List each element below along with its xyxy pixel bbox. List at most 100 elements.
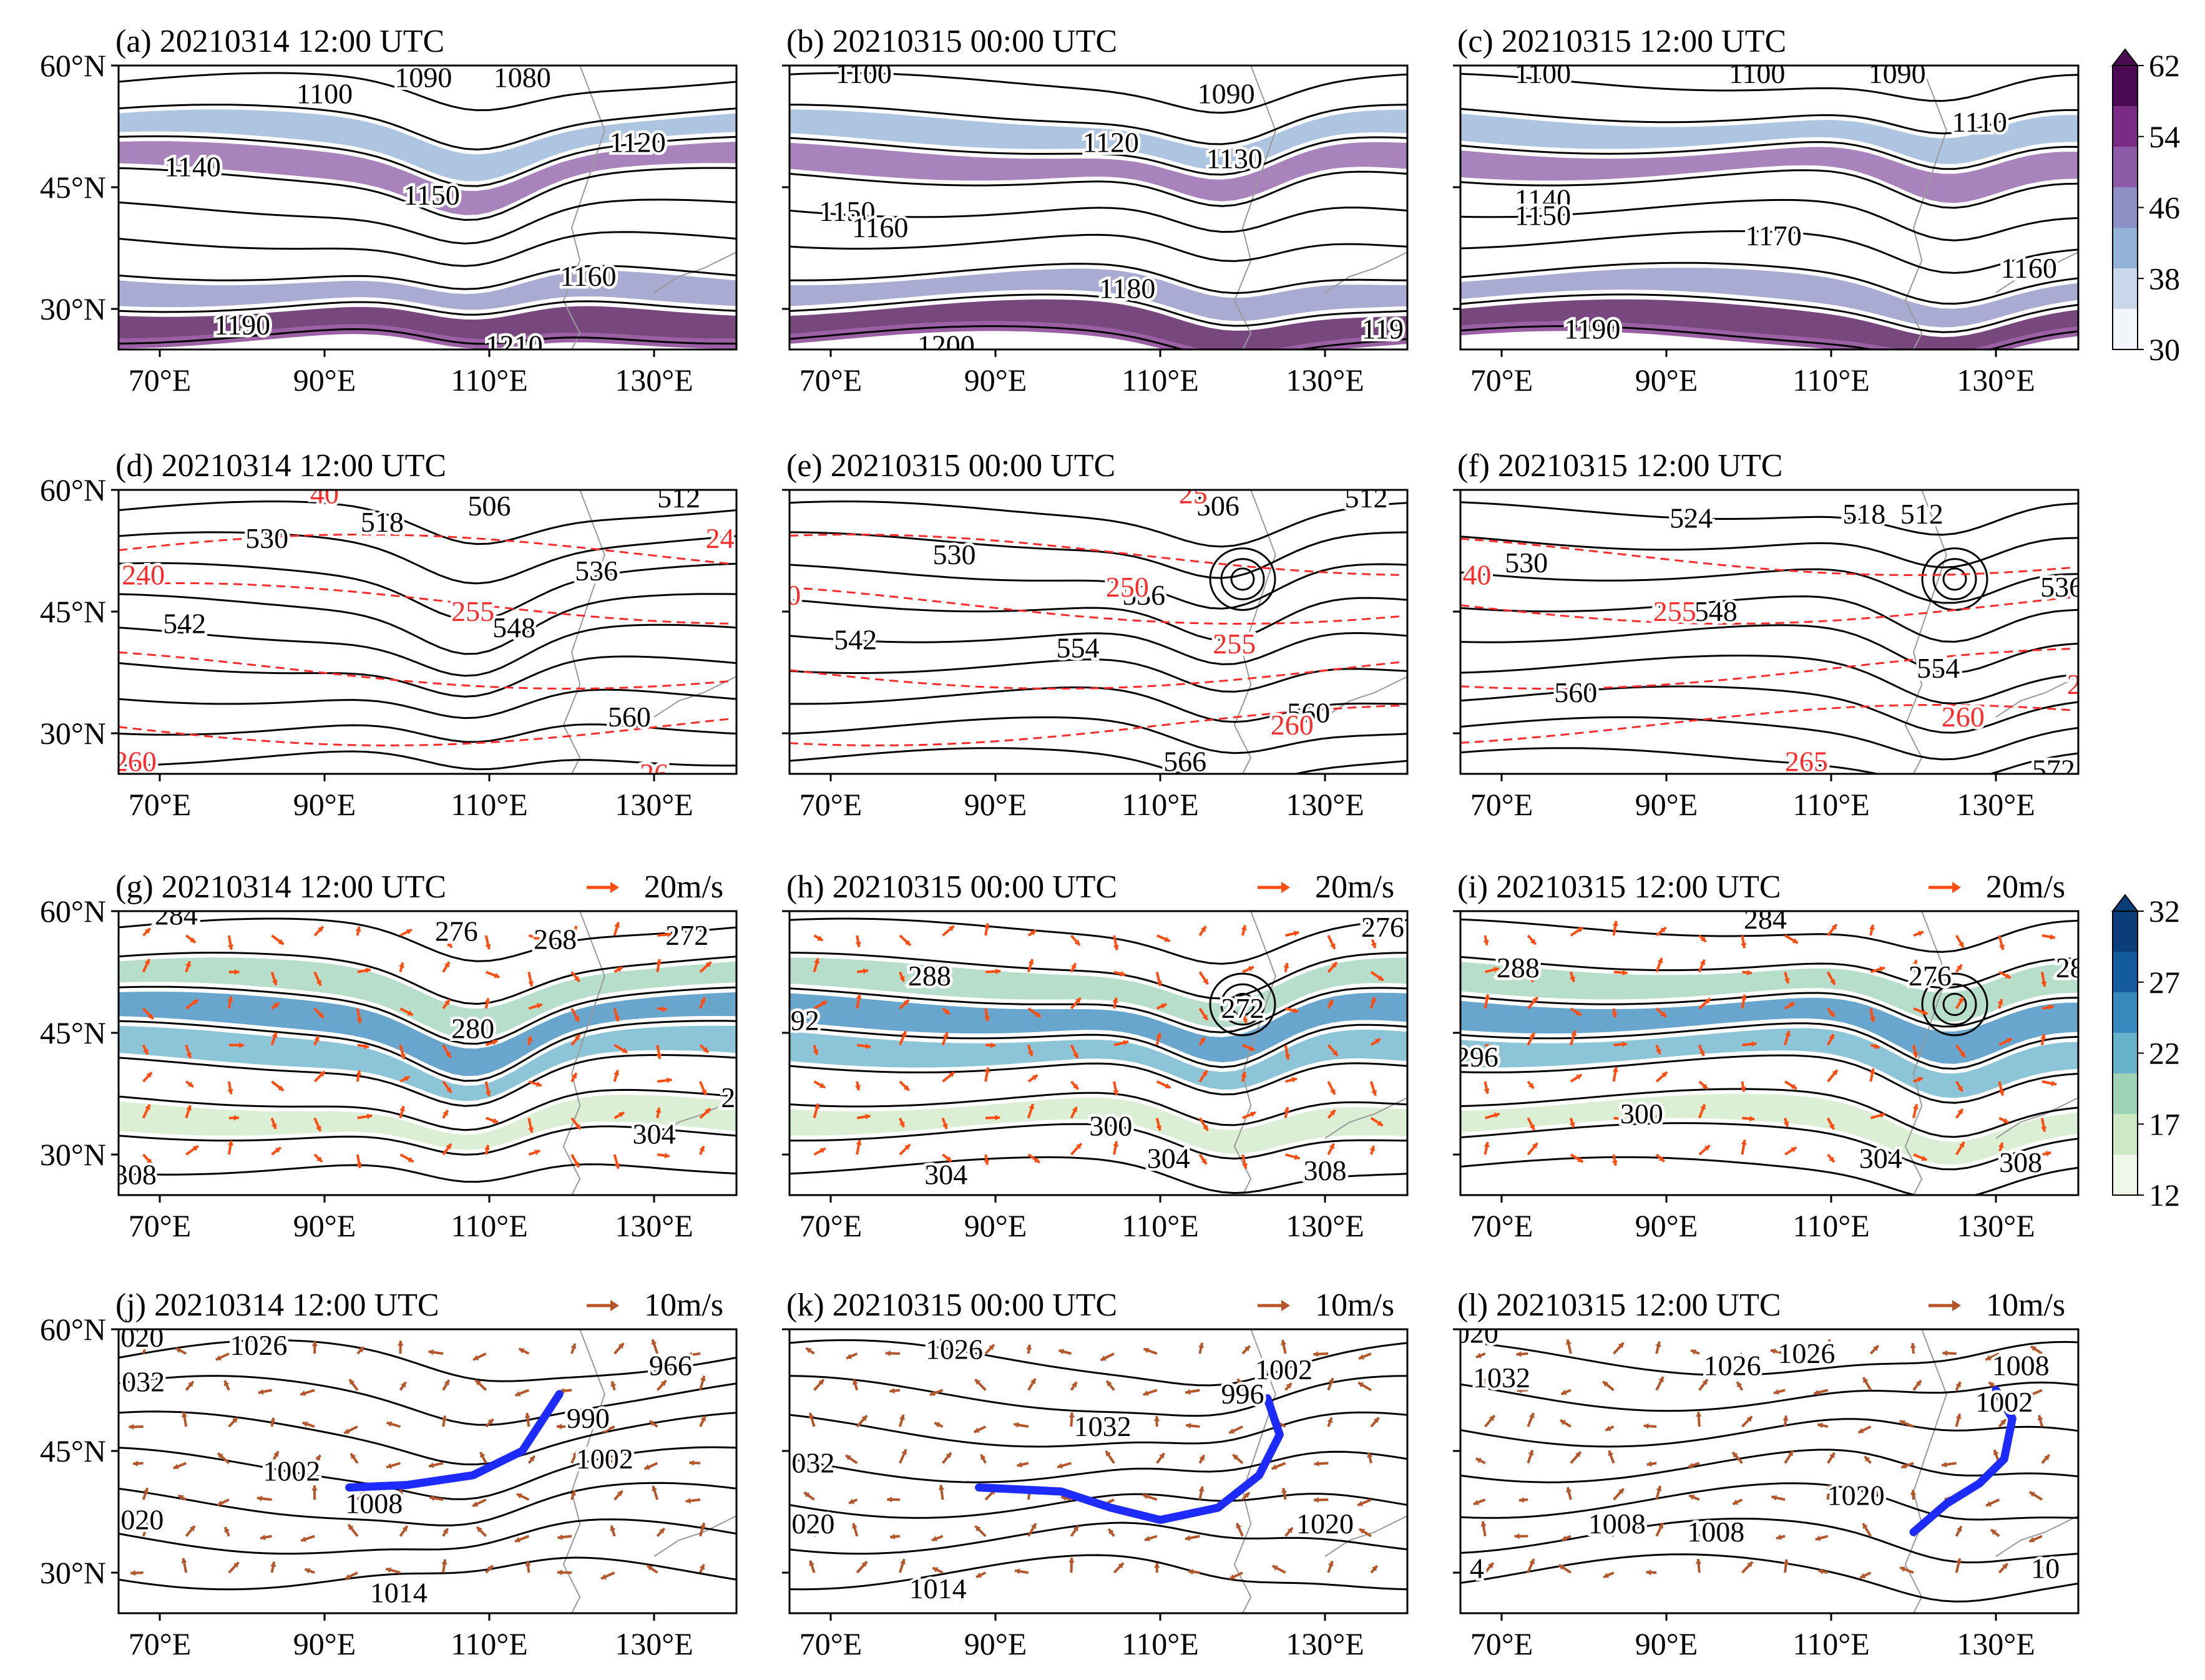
coastline	[562, 490, 605, 774]
wind-vector-head	[144, 928, 150, 934]
wind-vector-head	[932, 1567, 939, 1573]
wind-vector-head	[1327, 1000, 1333, 1006]
wind-vector-head	[1784, 977, 1790, 984]
contour-line	[119, 328, 736, 345]
contour-line	[119, 135, 736, 187]
x-tick-label: 70°E	[799, 787, 863, 822]
contour-label: 10	[2031, 1553, 2060, 1585]
wind-vector-head	[1332, 1050, 1338, 1056]
plot-frame	[1459, 64, 2080, 351]
wind-vector-head	[1783, 1121, 1789, 1127]
wind-vector-head	[1200, 1037, 1205, 1043]
wind-vector-head	[186, 1105, 192, 1111]
wind-vector-head	[1910, 1490, 1917, 1495]
wind-vector-head	[1957, 1526, 1962, 1532]
colorbar-tick-label: 12	[2149, 1178, 2180, 1213]
wind-vector-head	[863, 968, 869, 974]
wind-vector-head	[144, 959, 150, 965]
wind-vector-head	[516, 1493, 522, 1499]
low-contour	[1230, 992, 1255, 1017]
contour-label: 276	[1361, 911, 1404, 943]
wind-vector-head	[146, 1158, 152, 1165]
contour-label: 1140	[1515, 183, 1571, 215]
wind-vector-head	[644, 1464, 650, 1470]
wind-vector-head	[1569, 1121, 1575, 1128]
wind-vector-head	[188, 1381, 193, 1387]
plot-area	[1460, 490, 2078, 774]
wind-vector-head	[1691, 1349, 1697, 1355]
contour-label: 536	[1122, 579, 1165, 611]
wind-vector-head	[1242, 1163, 1248, 1169]
plot-frame	[1459, 489, 2080, 775]
contour-label: 304	[924, 1159, 967, 1191]
wind-vector-head	[1475, 1458, 1482, 1463]
wind-vector-head	[271, 1032, 278, 1038]
wind-vector-head	[974, 1427, 980, 1433]
plot-frame	[788, 489, 1409, 775]
contour-label: 566	[1163, 746, 1206, 778]
contour-line	[119, 723, 736, 743]
wind-vector-head	[1785, 1030, 1791, 1037]
low-contour	[1230, 567, 1255, 591]
wind-vector-head	[1161, 1004, 1167, 1009]
contour-label: 512	[1900, 498, 1943, 530]
wind-vector-head	[1528, 976, 1533, 982]
wind-vector-head	[316, 1156, 322, 1162]
wind-vector-head	[233, 1562, 239, 1568]
contour-label: 272	[1221, 992, 1264, 1024]
wind-vector-head	[1783, 1559, 1789, 1565]
wind-vector-head	[1746, 1416, 1753, 1422]
wind-vector-head	[1330, 1088, 1336, 1095]
contour-label: 1110	[1952, 106, 2007, 138]
wind-vector-head	[1029, 1104, 1035, 1110]
wind-vector-head	[618, 1343, 624, 1349]
wind-vector-head	[351, 1453, 356, 1460]
wind-vector-head	[1480, 1521, 1487, 1527]
wind-vector-head	[305, 1568, 311, 1574]
y-tick-label: 60°N	[40, 1312, 106, 1347]
wind-vector-head	[185, 961, 191, 967]
contour-line	[790, 1411, 1407, 1448]
contour-line	[119, 1020, 736, 1082]
contour-label: 1026	[926, 1334, 983, 1365]
wind-vector-head	[821, 1001, 827, 1007]
coastline	[1324, 1515, 1407, 1557]
wind-vector-head	[984, 1159, 990, 1165]
colorbar-segment	[2113, 1073, 2138, 1115]
contour-label: 542	[163, 608, 206, 640]
wind-vector-head	[1145, 1536, 1150, 1541]
wind-vector-head	[535, 1081, 542, 1087]
coastline	[1324, 252, 1407, 293]
contour-label: 272	[665, 919, 708, 951]
wind-vector-head	[1073, 1052, 1078, 1058]
wind-vector-head	[574, 975, 580, 982]
wind-vector-head	[1287, 1527, 1293, 1533]
wind-vector-head	[1959, 1141, 1965, 1148]
low-contour	[1220, 558, 1265, 600]
wind-vector-head	[1998, 1090, 2005, 1096]
wind-vector-head	[1879, 1112, 1885, 1118]
contour-label: 530	[245, 522, 288, 554]
wind-vector-head	[1327, 1561, 1334, 1567]
contour-label: 1002	[1255, 1354, 1313, 1385]
wind-vector-head	[1863, 1377, 1869, 1384]
wind-vector-head	[2051, 1080, 2057, 1087]
wind-vector-head	[1293, 1007, 1299, 1013]
wind-vector-head	[316, 1125, 321, 1131]
wind-vector-head	[386, 1463, 392, 1469]
x-tick-label: 90°E	[1635, 787, 1698, 822]
wind-vector-head	[344, 1428, 350, 1434]
contour-label: 554	[1057, 632, 1100, 664]
wind-vector-head	[1494, 1112, 1500, 1118]
low-contour	[1932, 558, 1977, 600]
x-tick-label: 90°E	[964, 1626, 1027, 1661]
wind-vector-head	[311, 1485, 318, 1490]
wind-vector-head	[557, 1534, 563, 1540]
colorbar-tick-label: 46	[2149, 190, 2180, 225]
contour-line	[790, 1450, 1407, 1483]
contour-label: 288	[1497, 952, 1540, 984]
contour-label: 536	[575, 555, 618, 587]
wind-vector-head	[1646, 1569, 1651, 1576]
wind-vector-head	[1489, 1043, 1495, 1050]
contour-label: 524	[1670, 502, 1713, 534]
